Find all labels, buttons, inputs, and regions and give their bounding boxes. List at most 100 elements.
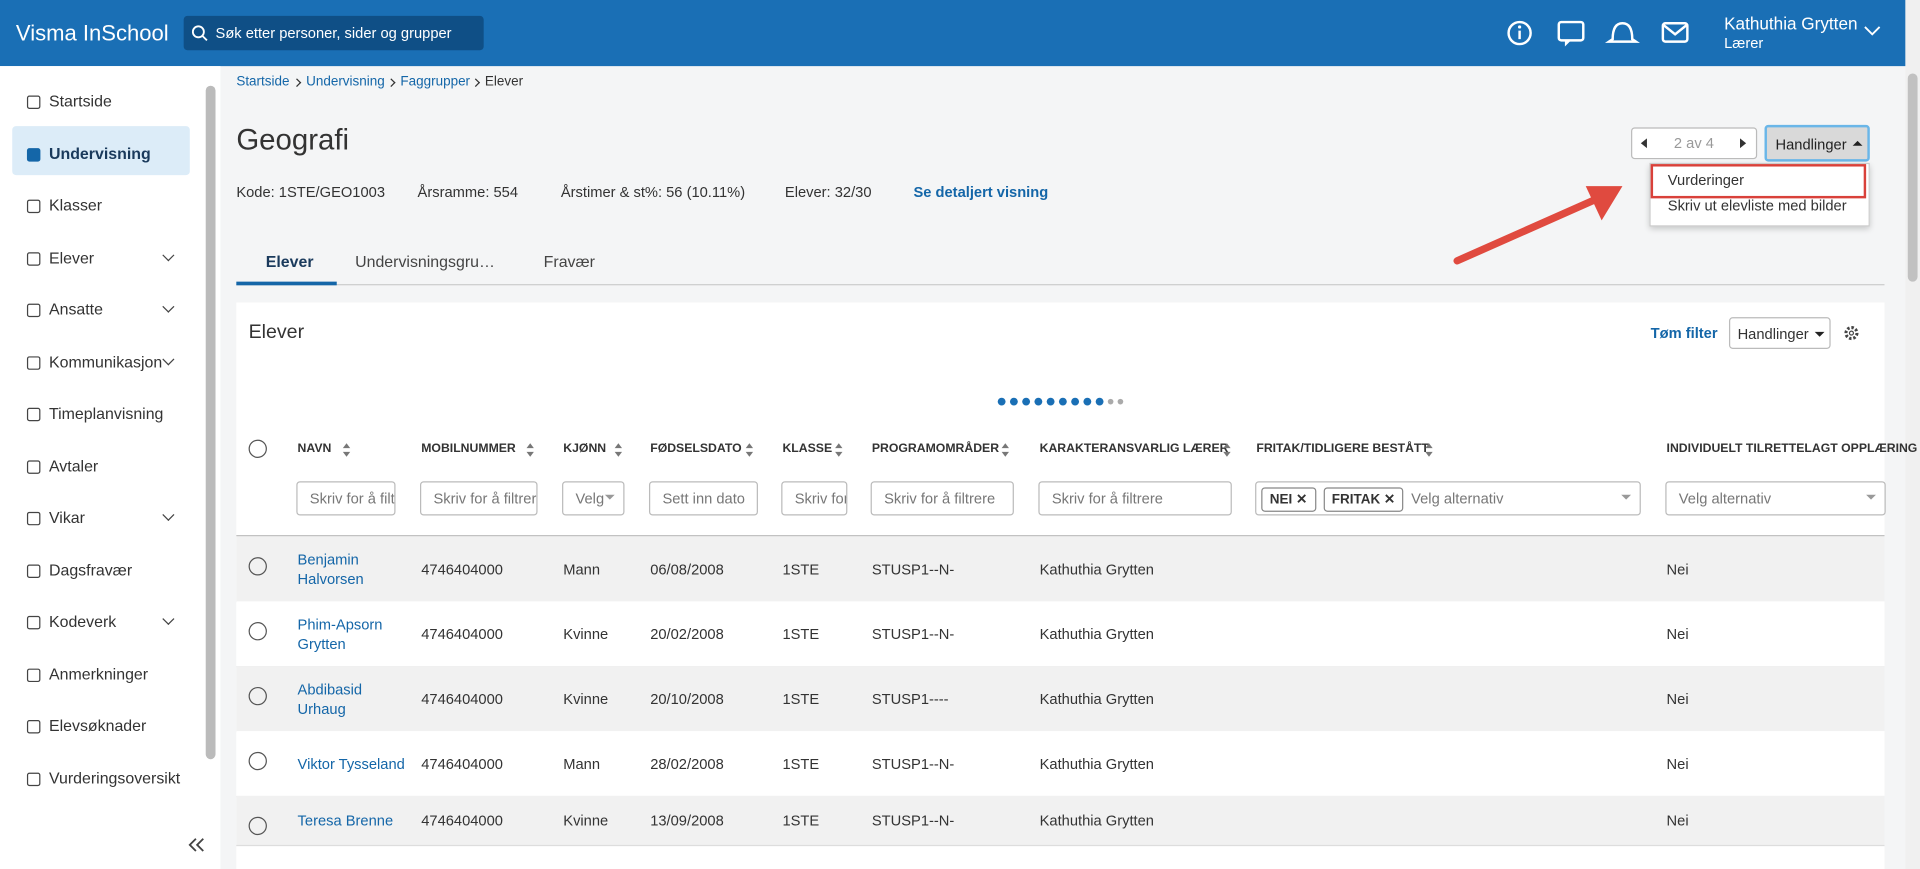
breadcrumb-item[interactable]: Faggrupper [400, 74, 471, 90]
pager-prev[interactable] [1640, 138, 1647, 149]
menu-icon [26, 667, 41, 682]
panel-actions-button[interactable]: Handlinger [1728, 317, 1831, 349]
column-header[interactable]: INDIVIDUELT TILRETTELAGT OPPLÆRING [1666, 442, 1918, 456]
menu-item[interactable]: Kommunikasjon [48, 352, 163, 371]
menu-icon [26, 511, 41, 526]
filter-input[interactable]: Skriv for å filtrere [420, 481, 538, 516]
filter-input[interactable]: Velg [562, 481, 625, 516]
student-name[interactable]: Benjamin Halvorsen [297, 550, 364, 588]
row-checkbox[interactable] [248, 557, 267, 576]
header-icons[interactable] [1504, 17, 1694, 49]
actions-button[interactable]: Handlinger [1764, 124, 1870, 162]
student-name[interactable]: Viktor Tysseland [297, 754, 405, 773]
panel-title: Elever [248, 322, 305, 343]
search-icon [191, 25, 208, 42]
column-header[interactable]: KLASSE [782, 442, 833, 456]
student-name[interactable]: Abdibasid Urhaug [297, 680, 363, 717]
menu-item[interactable]: Startside [48, 91, 112, 111]
breadcrumb-item[interactable]: Undervisning [306, 74, 385, 90]
cell: 4746404000 [421, 811, 503, 829]
sidebar-scrollbar[interactable] [205, 85, 216, 760]
cell: Nei [1666, 560, 1689, 578]
menu-item[interactable]: Klasser [48, 195, 103, 215]
tab[interactable]: Fravær [543, 252, 595, 271]
chip-label: NEI [1269, 492, 1293, 507]
user-chevron[interactable] [1864, 24, 1881, 36]
menu-item[interactable]: Dagsfravær [48, 560, 133, 579]
app-name[interactable]: Visma InSchool [15, 20, 169, 46]
column-header[interactable]: KJØNN [563, 442, 607, 456]
filter-placeholder: Velg alternativ [1678, 489, 1772, 507]
detail-link[interactable]: Se detaljert visning [913, 183, 1049, 201]
caret [1852, 140, 1863, 146]
menu-item[interactable]: Avtaler [48, 456, 99, 475]
menu-item[interactable]: Elevsøknader [48, 716, 147, 735]
table-row [236, 536, 1885, 603]
active-item-bg [12, 125, 190, 175]
cell: 1STE [782, 625, 820, 643]
row-checkbox[interactable] [248, 622, 267, 641]
column-header[interactable]: MOBILNUMMER [421, 442, 516, 456]
search-box[interactable]: Søk etter personer, sider og grupper [183, 15, 484, 51]
clear-filter[interactable]: Tøm filter [1650, 324, 1718, 342]
user-name[interactable]: Kathuthia Grytten [1724, 13, 1858, 34]
cell: Kathuthia Grytten [1039, 754, 1154, 773]
pager-next[interactable] [1740, 138, 1747, 149]
loading-dots [997, 397, 1124, 406]
menu-item[interactable]: Timeplanvisning [48, 404, 164, 423]
filter-input[interactable]: Skriv for å filtrere [296, 481, 396, 516]
settings-icon[interactable] [1843, 324, 1860, 341]
filter-input[interactable]: Skriv for å filtrere [1038, 481, 1232, 516]
menu-icon [26, 303, 41, 318]
filter-chip[interactable]: NEI ✕ [1261, 487, 1316, 512]
pager-text: 2 av 4 [1673, 134, 1714, 152]
student-name[interactable]: Phim-Apsorn Grytten [297, 615, 383, 653]
column-header[interactable]: FRITAK/TIDLIGERE BESTÅTT [1256, 442, 1429, 456]
dropdown-item[interactable]: Vurderinger [1667, 171, 1745, 189]
search-placeholder: Søk etter personer, sider og grupper [215, 24, 452, 42]
menu-item[interactable]: Anmerkninger [48, 664, 149, 683]
caret [1814, 331, 1825, 337]
filter-input[interactable]: Velg alternativ [1665, 481, 1886, 516]
tab[interactable]: Undervisningsgrupper [355, 252, 496, 271]
select-all-checkbox[interactable] [248, 439, 267, 458]
filter-input[interactable]: NEI ✕ FRITAK ✕ Velg alternativ [1255, 481, 1641, 516]
column-header[interactable]: FØDSELSDATO [650, 442, 742, 456]
breadcrumb-item[interactable]: Startside [236, 74, 290, 90]
column-header[interactable]: PROGRAMOMRÅDER [871, 442, 1000, 456]
menu-icon [26, 459, 41, 474]
filter-input[interactable]: Skriv for å filtrere [870, 481, 1014, 516]
menu-item[interactable]: Undervisning [48, 143, 151, 163]
filter-input[interactable]: Skriv for å filtrere [781, 481, 848, 516]
tab[interactable]: Elever [265, 252, 314, 271]
collapse-icon[interactable] [187, 836, 204, 853]
menu-item[interactable]: Kodeverk [48, 612, 117, 631]
cell: 1STE [782, 811, 820, 829]
menu-icon [26, 199, 41, 214]
sort-icon [1425, 451, 1433, 457]
dropdown-item[interactable]: Skriv ut elevliste med bilder [1667, 197, 1847, 215]
menu-item[interactable]: Vikar [48, 508, 85, 527]
page-scrollbar[interactable] [1907, 73, 1918, 282]
info-item: Årsramme: 554 [417, 183, 519, 201]
filter-input[interactable]: Sett inn dato [648, 481, 758, 516]
row-checkbox[interactable] [248, 816, 267, 836]
menu-icon [26, 563, 41, 578]
header-border [236, 535, 1885, 537]
cell: Mann [563, 560, 601, 578]
row-checkbox[interactable] [248, 751, 267, 771]
column-header[interactable]: NAVN [297, 442, 332, 456]
chip-label: FRITAK [1331, 492, 1381, 507]
student-name[interactable]: Teresa Brenne [297, 811, 394, 829]
filter-chip[interactable]: FRITAK ✕ [1323, 487, 1404, 512]
tabs-line [236, 284, 1885, 286]
cell: 06/08/2008 [650, 560, 724, 578]
menu-icon [26, 355, 41, 370]
row-checkbox[interactable] [248, 686, 267, 706]
menu-item[interactable]: Elever [48, 247, 95, 267]
menu-item[interactable]: Vurderingsoversikt [48, 768, 181, 787]
filter-placeholder: Velg alternativ [1411, 489, 1504, 507]
sort-icon [1223, 443, 1231, 449]
column-header[interactable]: KARAKTERANSVARLIG LÆRER [1039, 442, 1229, 456]
menu-item[interactable]: Ansatte [48, 300, 103, 319]
